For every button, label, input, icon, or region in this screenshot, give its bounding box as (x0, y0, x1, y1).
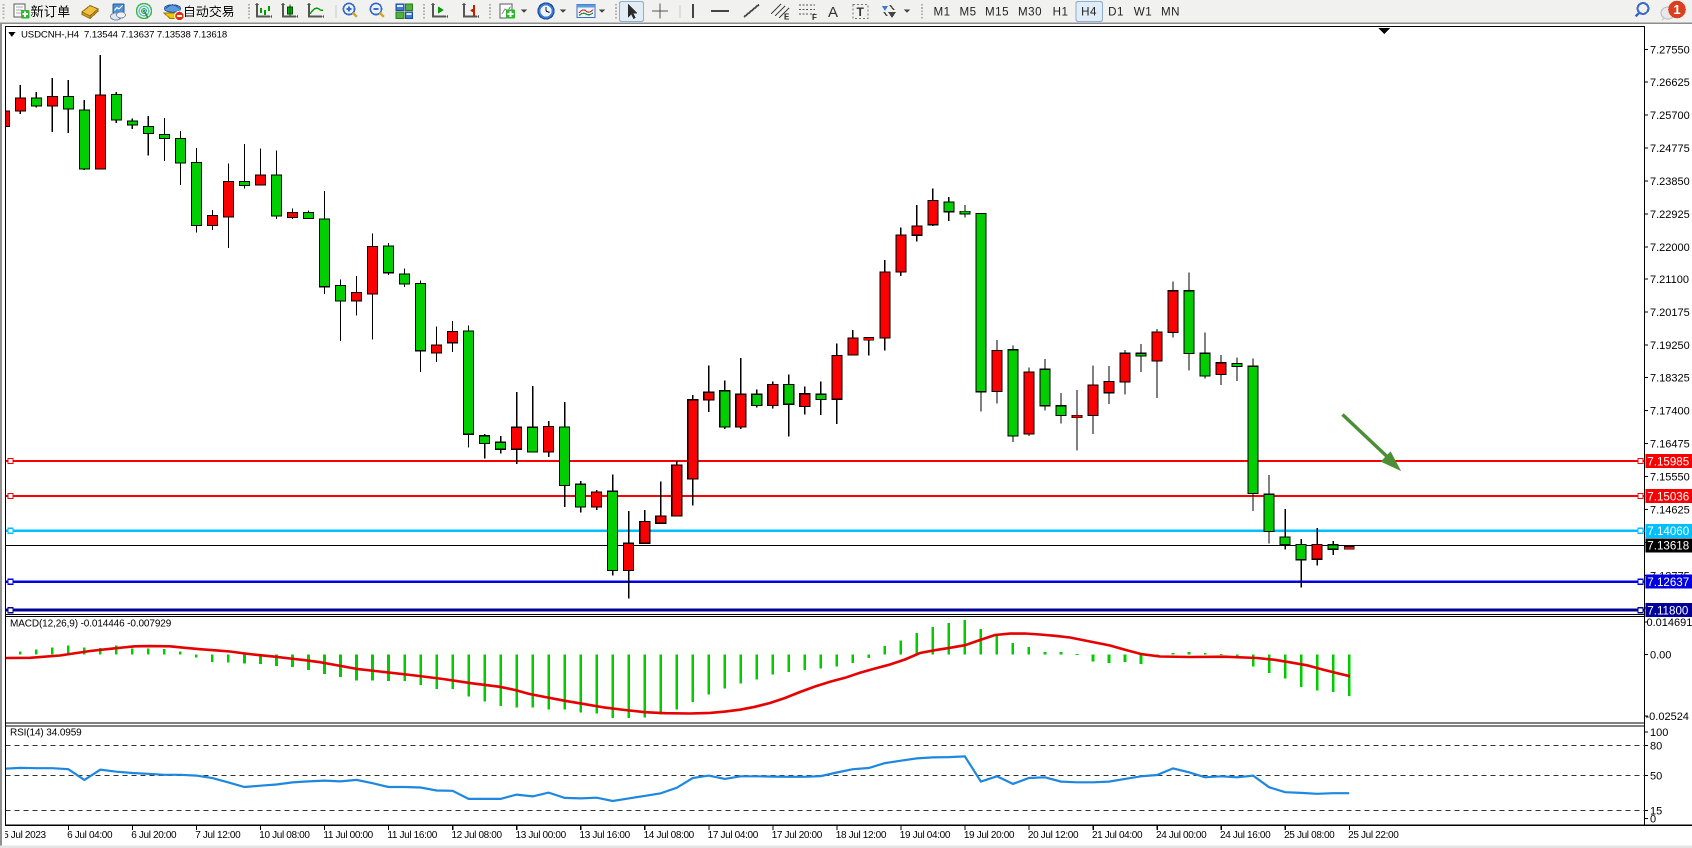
svg-text:0.014691: 0.014691 (1647, 617, 1692, 629)
svg-text:24 Jul 00:00: 24 Jul 00:00 (1156, 830, 1207, 841)
svg-text:7.12637: 7.12637 (1647, 576, 1689, 589)
svg-text:MN: MN (1161, 6, 1180, 19)
svg-text:M30: M30 (1018, 6, 1042, 19)
svg-text:7.14060: 7.14060 (1647, 525, 1689, 538)
svg-text:17 Jul 04:00: 17 Jul 04:00 (708, 830, 759, 841)
svg-text:7.20175: 7.20175 (1650, 307, 1690, 319)
svg-text:17 Jul 20:00: 17 Jul 20:00 (772, 830, 823, 841)
svg-text:6 Jul 20:00: 6 Jul 20:00 (131, 830, 177, 841)
svg-text:7.21100: 7.21100 (1650, 274, 1689, 286)
svg-text:15: 15 (1650, 805, 1662, 817)
svg-text:7.19250: 7.19250 (1650, 340, 1690, 352)
svg-text:5 Jul 2023: 5 Jul 2023 (3, 830, 46, 841)
svg-text:13 Jul 00:00: 13 Jul 00:00 (516, 830, 567, 841)
svg-text:H1: H1 (1053, 6, 1069, 19)
svg-text:7.23850: 7.23850 (1650, 176, 1690, 188)
svg-text:F: F (812, 13, 817, 22)
svg-text:RSI(14) 34.0959: RSI(14) 34.0959 (10, 728, 82, 739)
svg-text:7.22925: 7.22925 (1650, 209, 1690, 221)
svg-text:MACD(12,26,9) -0.014446 -0.007: MACD(12,26,9) -0.014446 -0.007929 (10, 619, 172, 630)
svg-text:21 Jul 04:00: 21 Jul 04:00 (1092, 830, 1143, 841)
svg-text:6 Jul 04:00: 6 Jul 04:00 (67, 830, 113, 841)
svg-text:M1: M1 (933, 6, 950, 19)
svg-text:7.15550: 7.15550 (1650, 472, 1690, 484)
svg-text:M15: M15 (985, 6, 1009, 19)
svg-text:19 Jul 20:00: 19 Jul 20:00 (964, 830, 1015, 841)
svg-text:7.11800: 7.11800 (1647, 605, 1688, 618)
svg-text:19 Jul 04:00: 19 Jul 04:00 (900, 830, 951, 841)
svg-text:10 Jul 08:00: 10 Jul 08:00 (259, 830, 310, 841)
svg-text:7.26625: 7.26625 (1650, 77, 1690, 89)
svg-text:7.15036: 7.15036 (1647, 490, 1689, 503)
svg-text:0: 0 (1650, 814, 1656, 826)
svg-text:7.27550: 7.27550 (1650, 44, 1690, 56)
svg-text:18 Jul 12:00: 18 Jul 12:00 (836, 830, 887, 841)
svg-text:7.25700: 7.25700 (1650, 110, 1690, 122)
svg-text:12 Jul 08:00: 12 Jul 08:00 (451, 830, 502, 841)
svg-text:M5: M5 (959, 6, 976, 19)
svg-text:50: 50 (1650, 770, 1662, 782)
svg-text:7.24775: 7.24775 (1650, 143, 1690, 155)
svg-text:11 Jul 16:00: 11 Jul 16:00 (387, 830, 437, 841)
svg-text:100: 100 (1650, 727, 1668, 739)
svg-text:7.22000: 7.22000 (1650, 242, 1690, 254)
svg-text:25 Jul 08:00: 25 Jul 08:00 (1284, 830, 1335, 841)
svg-text:7.18325: 7.18325 (1650, 373, 1690, 385)
svg-text:24 Jul 16:00: 24 Jul 16:00 (1220, 830, 1271, 841)
svg-text:7 Jul 12:00: 7 Jul 12:00 (195, 830, 241, 841)
svg-text:25 Jul 22:00: 25 Jul 22:00 (1348, 830, 1399, 841)
svg-text:7.14625: 7.14625 (1650, 504, 1690, 516)
svg-text:7.17400: 7.17400 (1650, 406, 1690, 418)
svg-text:1: 1 (1673, 2, 1680, 17)
svg-text:USDCNH-,H4 7.13544 7.13637 7.: USDCNH-,H4 7.13544 7.13637 7.13538 7.136… (21, 30, 227, 41)
svg-text:W1: W1 (1134, 6, 1152, 19)
svg-text:D1: D1 (1108, 6, 1124, 19)
svg-text:0.00: 0.00 (1650, 650, 1671, 662)
svg-text:7.15985: 7.15985 (1647, 455, 1689, 468)
svg-text:A: A (828, 4, 838, 21)
svg-text:20 Jul 12:00: 20 Jul 12:00 (1028, 830, 1079, 841)
svg-text:E: E (784, 13, 790, 22)
svg-text:T: T (857, 5, 865, 19)
svg-text:14 Jul 08:00: 14 Jul 08:00 (644, 830, 695, 841)
svg-text:H4: H4 (1081, 6, 1097, 19)
svg-text:-0.02524: -0.02524 (1646, 711, 1689, 723)
svg-text:11 Jul 00:00: 11 Jul 00:00 (323, 830, 373, 841)
svg-text:7.13618: 7.13618 (1647, 540, 1689, 553)
svg-text:7.16475: 7.16475 (1650, 439, 1690, 451)
svg-text:13 Jul 16:00: 13 Jul 16:00 (580, 830, 631, 841)
svg-text:80: 80 (1650, 741, 1662, 753)
